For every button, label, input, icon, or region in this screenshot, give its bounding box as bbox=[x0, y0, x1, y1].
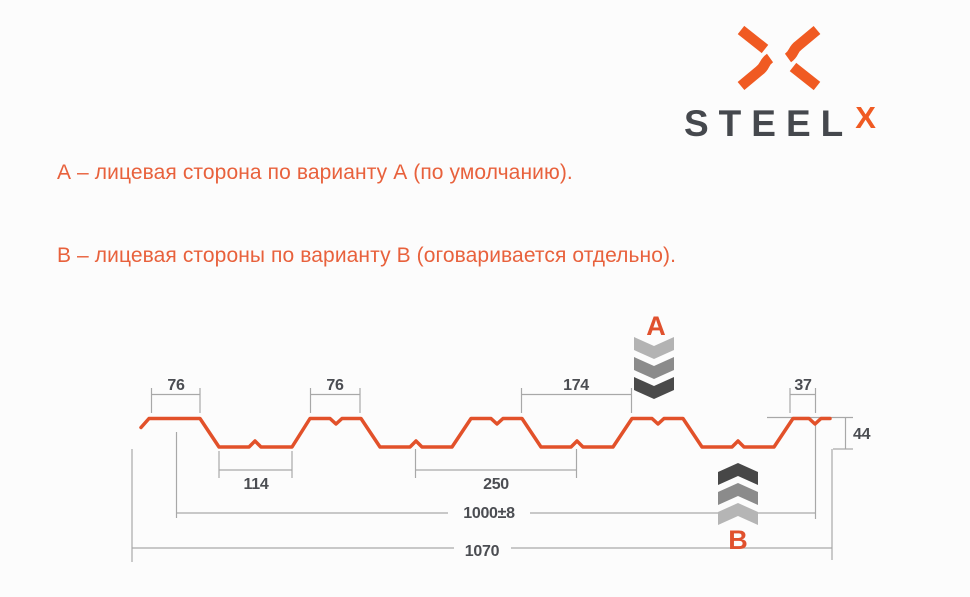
dim-label-76-left: 76 bbox=[167, 377, 185, 394]
dim-profile-height bbox=[767, 416, 853, 450]
dim-label-114: 114 bbox=[244, 476, 269, 493]
label-mask bbox=[454, 539, 511, 557]
sheet-profile-outline bbox=[139, 416, 832, 449]
dim-trough-opening bbox=[520, 388, 633, 413]
side-b-letter: В bbox=[728, 525, 748, 555]
dim-label-44: 44 bbox=[853, 426, 871, 443]
dim-label-1000: 1000±8 bbox=[463, 505, 515, 522]
side-a-letter: А bbox=[646, 311, 666, 341]
dim-rib-pitch bbox=[414, 449, 578, 478]
logo-x-bottomright-arm bbox=[789, 62, 821, 91]
brand-x-suffix: X bbox=[855, 100, 876, 135]
dim-label-174: 174 bbox=[563, 377, 589, 394]
chevron-down-icon bbox=[634, 357, 674, 379]
chevron-up-icon bbox=[718, 483, 758, 505]
steelx-logo-icon bbox=[737, 25, 821, 91]
chevron-down-icon bbox=[634, 337, 674, 359]
chevron-down-icon bbox=[634, 377, 674, 399]
note-variant-a: А – лицевая сторона по варианту А (по ум… bbox=[57, 161, 573, 184]
dim-edge-rib bbox=[789, 388, 817, 413]
brand-steel-text: STEEL bbox=[684, 103, 854, 144]
dim-trough-bottom bbox=[218, 451, 293, 478]
logo-x-topright-arm bbox=[784, 25, 821, 63]
chevron-up-icon bbox=[718, 503, 758, 525]
dim-crest-left bbox=[150, 388, 201, 413]
dim-label-76-second: 76 bbox=[326, 377, 344, 394]
steelx-wordmark: STEELX bbox=[684, 100, 876, 145]
chevron-up-icon bbox=[718, 463, 758, 485]
dim-label-1070: 1070 bbox=[465, 543, 500, 560]
logo-x-topleft-arm bbox=[737, 25, 769, 54]
dim-label-37: 37 bbox=[794, 377, 812, 394]
note-variant-b: В – лицевая стороны по варианту В (огова… bbox=[57, 244, 677, 267]
logo-x-bottomleft-arm bbox=[737, 53, 774, 91]
dim-label-250: 250 bbox=[483, 476, 509, 493]
side-b-marker: В bbox=[718, 463, 758, 555]
side-a-marker: А bbox=[634, 311, 674, 399]
dim-crest-second bbox=[309, 388, 361, 413]
label-mask bbox=[448, 504, 530, 522]
